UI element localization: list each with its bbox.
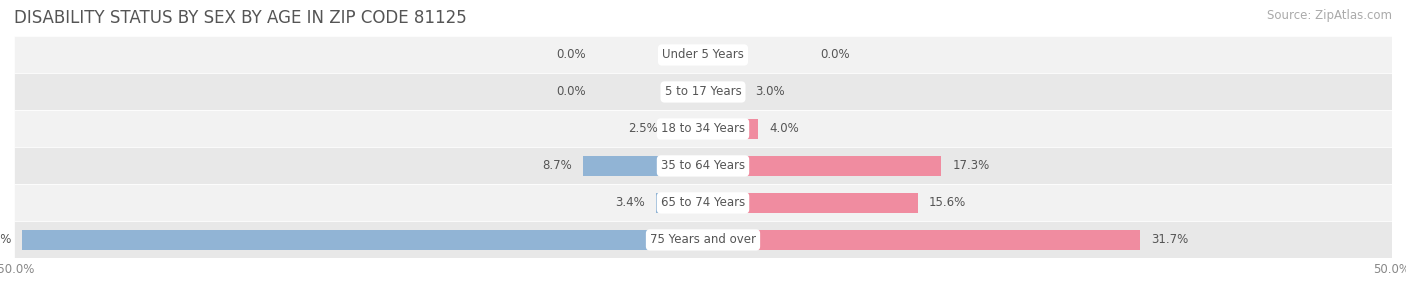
Text: 65 to 74 Years: 65 to 74 Years [661, 196, 745, 209]
Text: 4.0%: 4.0% [769, 123, 799, 136]
Bar [14, 110, 1392, 147]
Text: 3.4%: 3.4% [616, 196, 645, 209]
Bar [14, 221, 1392, 258]
Text: Source: ZipAtlas.com: Source: ZipAtlas.com [1267, 9, 1392, 22]
Text: 5 to 17 Years: 5 to 17 Years [665, 85, 741, 98]
Text: 18 to 34 Years: 18 to 34 Years [661, 123, 745, 136]
Text: 31.7%: 31.7% [1152, 233, 1188, 247]
Text: 17.3%: 17.3% [952, 159, 990, 172]
Text: 2.5%: 2.5% [628, 123, 658, 136]
Text: DISABILITY STATUS BY SEX BY AGE IN ZIP CODE 81125: DISABILITY STATUS BY SEX BY AGE IN ZIP C… [14, 9, 467, 26]
Bar [669, 119, 703, 139]
Bar [22, 230, 703, 250]
Text: 15.6%: 15.6% [929, 196, 966, 209]
Text: 3.0%: 3.0% [755, 85, 785, 98]
Text: 0.0%: 0.0% [557, 85, 586, 98]
Text: 0.0%: 0.0% [820, 48, 849, 61]
Text: 8.7%: 8.7% [543, 159, 572, 172]
Bar [14, 74, 1392, 110]
Bar [14, 185, 1392, 221]
Bar [583, 156, 703, 176]
Text: Under 5 Years: Under 5 Years [662, 48, 744, 61]
Bar [14, 36, 1392, 74]
Bar [703, 119, 758, 139]
Bar [703, 230, 1140, 250]
Text: 49.4%: 49.4% [0, 233, 11, 247]
Text: 35 to 64 Years: 35 to 64 Years [661, 159, 745, 172]
Text: 75 Years and over: 75 Years and over [650, 233, 756, 247]
Bar [703, 156, 942, 176]
Bar [703, 82, 744, 102]
Text: 0.0%: 0.0% [557, 48, 586, 61]
Bar [703, 193, 918, 213]
Bar [657, 193, 703, 213]
Bar [14, 147, 1392, 185]
